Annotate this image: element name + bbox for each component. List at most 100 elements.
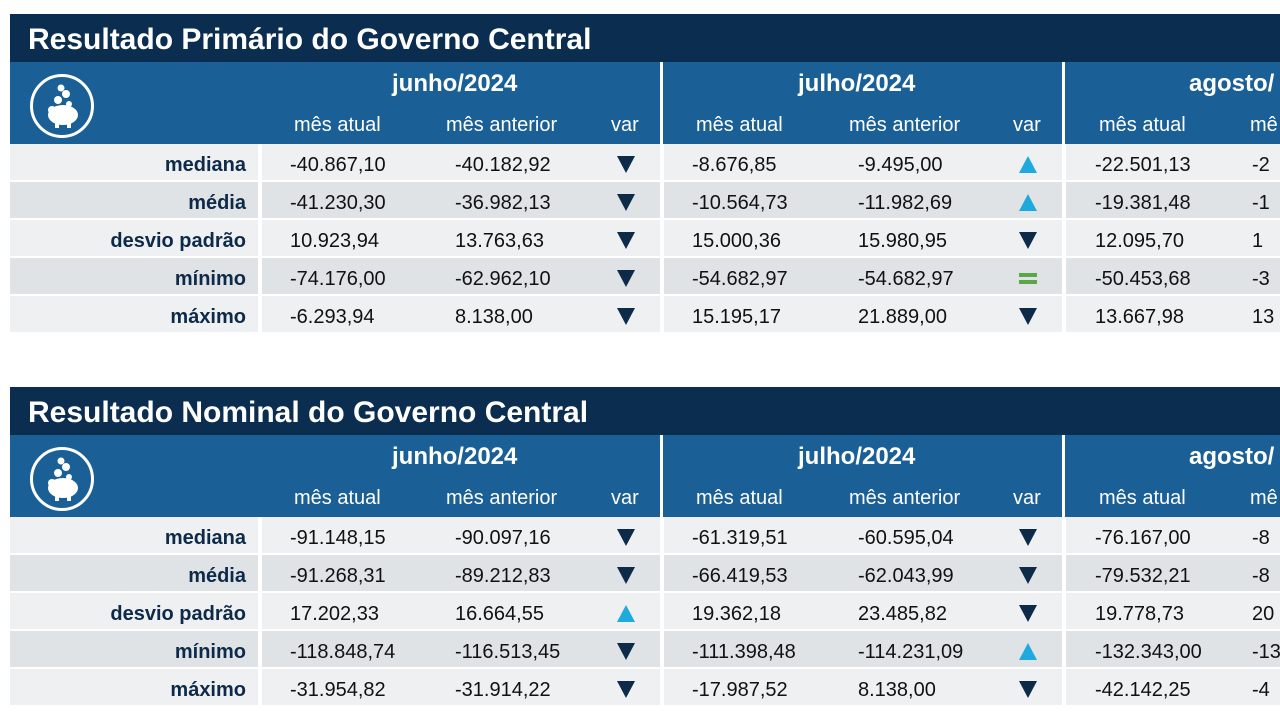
value-cell: -11.982,69 [858,192,953,214]
cell-divider [660,144,664,182]
triangle-down-icon [614,266,638,290]
value-cell: -8 [1252,527,1270,549]
cell-divider [258,296,262,334]
value-cell: -8.676,85 [692,154,777,176]
cell-divider [258,631,262,669]
value-cell: 1 [1252,230,1264,252]
value-cell: 8.138,00 [455,306,533,328]
value-cell: -79.532,21 [1095,565,1191,587]
value-cell: -1 [1252,192,1270,214]
triangle-down-icon [614,677,638,701]
triangle-down-icon [614,152,638,176]
triangle-down-icon [614,190,638,214]
triangle-down-icon [614,525,638,549]
cell-divider [258,182,262,220]
column-header: mês atual [294,114,381,136]
table-row: mínimo -118.848,74 -116.513,45 -111.398,48 -… [10,631,1280,669]
value-cell: -66.419,53 [692,565,788,587]
table-row: máximo -31.954,82 -31.914,22 -17.987,52 8.13… [10,669,1280,707]
table-row: mediana -91.148,15 -90.097,16 -61.319,51 -60… [10,517,1280,555]
column-header: mês atual [696,487,783,509]
cell-divider [660,182,664,220]
value-cell: -118.848,74 [290,641,396,663]
cell-divider [1062,631,1066,669]
value-cell: 10.923,94 [290,230,379,252]
equal-icon [1016,266,1040,290]
column-header: mês anterior [446,114,558,136]
cell-divider [1062,517,1066,555]
value-cell: -31.954,82 [290,679,386,701]
cell-divider [1062,669,1066,707]
triangle-down-icon [614,639,638,663]
row-label: desvio padrão [110,603,246,625]
column-header: var [611,487,639,509]
table-row: mediana -40.867,10 -40.182,92 -8.676,85 -9.4… [10,144,1280,182]
cell-divider [1062,144,1066,182]
row-label: máximo [170,679,246,701]
value-cell: 17.202,33 [290,603,379,625]
value-cell: -19.381,48 [1095,192,1191,214]
column-header: var [611,114,639,136]
value-cell: 13.667,98 [1095,306,1184,328]
cell-divider [1062,296,1066,334]
row-label: mínimo [174,268,246,290]
cell-divider [1062,182,1066,220]
triangle-down-icon [1016,677,1040,701]
value-cell: -114.231,09 [858,641,964,663]
table-row: média -91.268,31 -89.212,83 -66.419,53 -62.0… [10,555,1280,593]
column-header: mês atual [1099,114,1186,136]
value-cell: -50.453,68 [1095,268,1191,290]
table-row: média -41.230,30 -36.982,13 -10.564,73 -11.9… [10,182,1280,220]
column-header: mês atual [294,487,381,509]
table-row: desvio padrão 10.923,94 13.763,63 15.000,36… [10,220,1280,258]
value-cell: -36.982,13 [455,192,551,214]
cell-divider [258,258,262,296]
column-divider [660,435,663,517]
value-cell: -89.212,83 [455,565,551,587]
value-cell: -22.501,13 [1095,154,1191,176]
value-cell: -40.867,10 [290,154,386,176]
cell-divider [1062,593,1066,631]
value-cell: -62.962,10 [455,268,551,290]
row-label: mediana [164,154,246,176]
month-header: agosto/ [1189,443,1275,470]
column-header: mê [1250,487,1278,509]
column-header: mês anterior [849,487,961,509]
triangle-up-icon [1016,639,1040,663]
value-cell: -9.495,00 [858,154,943,176]
cell-divider [660,669,664,707]
table-title: Resultado Primário do Governo Central [10,14,1280,62]
table-title: Resultado Nominal do Governo Central [10,387,1280,435]
row-label: média [188,565,246,587]
piggy-bank-icon [30,74,94,138]
cell-divider [660,220,664,258]
value-cell: -76.167,00 [1095,527,1191,549]
value-cell: -8 [1252,565,1270,587]
value-cell: 23.485,82 [858,603,947,625]
value-cell: 12.095,70 [1095,230,1184,252]
value-cell: -62.043,99 [858,565,954,587]
value-cell: 8.138,00 [858,679,936,701]
value-cell: -40.182,92 [455,154,551,176]
table-row: mínimo -74.176,00 -62.962,10 -54.682,97 -54.… [10,258,1280,296]
cell-divider [1062,220,1066,258]
column-header: var [1013,114,1041,136]
value-cell: -91.268,31 [290,565,386,587]
value-cell: -132.343,00 [1095,641,1202,663]
value-cell: -91.148,15 [290,527,386,549]
cell-divider [1062,555,1066,593]
value-cell: -41.230,30 [290,192,386,214]
value-cell: -3 [1252,268,1270,290]
column-header: mês atual [1099,487,1186,509]
value-cell: -4 [1252,679,1270,701]
value-cell: -13 [1252,641,1280,663]
value-cell: 15.195,17 [692,306,781,328]
triangle-up-icon [1016,152,1040,176]
cell-divider [660,555,664,593]
value-cell: 15.980,95 [858,230,947,252]
column-header: mê [1250,114,1278,136]
row-label: desvio padrão [110,230,246,252]
cell-divider [1062,258,1066,296]
column-divider [660,62,663,144]
cell-divider [258,144,262,182]
